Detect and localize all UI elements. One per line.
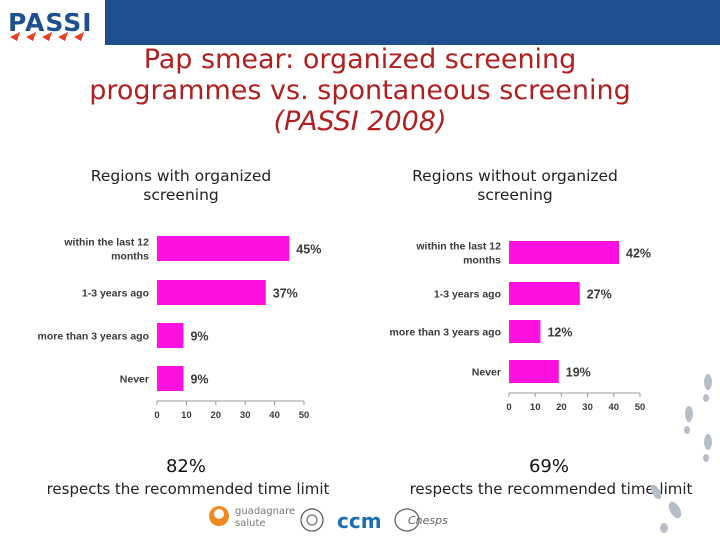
footer-logos: guadagnare salute ccm Cnesps [209, 506, 448, 533]
value-label: 37% [273, 287, 298, 301]
logo1-line1: guadagnare [235, 506, 295, 517]
category-label: months [111, 251, 149, 263]
bar [509, 320, 541, 343]
category-label: 1-3 years ago [434, 289, 501, 301]
cnesps-logo: Cnesps [394, 508, 448, 532]
right-summary-percent: 69% [528, 456, 569, 477]
category-label: Never [120, 374, 149, 386]
bar [157, 236, 290, 261]
x-tick-label: 0 [154, 410, 159, 421]
category-label: months [463, 255, 501, 267]
category-label: more than 3 years ago [390, 327, 501, 339]
x-tick-label: 50 [635, 402, 646, 413]
bar [509, 282, 580, 305]
value-label: 9% [190, 330, 208, 344]
left-summary-percent: 82% [165, 456, 206, 477]
x-tick-label: 30 [582, 402, 593, 413]
left-summary-text: respects the recommended time limit [46, 480, 330, 498]
category-label: Never [472, 367, 501, 379]
bar [157, 323, 184, 348]
header-bar [105, 0, 720, 45]
value-label: 9% [190, 373, 208, 387]
x-tick-label: 40 [609, 402, 620, 413]
x-tick-label: 0 [506, 402, 511, 413]
category-label: within the last 12 [63, 237, 149, 249]
category-label: 1-3 years ago [82, 288, 149, 300]
category-label: more than 3 years ago [38, 331, 149, 343]
right-chart-title: Regions without organized screening [412, 167, 618, 204]
svg-text:Cnesps: Cnesps [408, 514, 448, 527]
bar [157, 366, 184, 391]
organized-screening-chart: within the last 12 months 45% 1-3 years ago… [38, 236, 321, 421]
ministry-seal-icon [300, 508, 324, 532]
title-line-1: Pap smear: organized screening [143, 44, 577, 75]
slide-title: Pap smear: organized screening programme… [0, 44, 720, 137]
logo1-line2: salute [235, 518, 266, 529]
svg-text:ccm: ccm [337, 509, 382, 533]
x-tick-label: 10 [181, 410, 192, 421]
passi-logo: PASSI [8, 8, 93, 41]
x-tick-label: 10 [530, 402, 541, 413]
category-label: within the last 12 [415, 241, 501, 253]
guadagnare-salute-logo: guadagnare salute [209, 506, 295, 529]
footprints-decoration [650, 374, 712, 533]
bar [157, 280, 266, 305]
right-summary-text: respects the recommended time limit [409, 480, 693, 498]
value-label: 19% [566, 366, 591, 380]
ccm-logo: ccm [337, 509, 382, 533]
spontaneous-screening-chart: within the last 12 months 42% 1-3 years ago… [390, 241, 652, 414]
logo-text: PASSI [8, 8, 93, 37]
value-label: 27% [587, 288, 612, 302]
x-tick-label: 30 [240, 410, 251, 421]
title-line-3: (PASSI 2008) [273, 106, 447, 137]
value-label: 12% [547, 326, 572, 340]
value-label: 45% [296, 243, 321, 257]
bar [509, 241, 620, 264]
x-tick-label: 20 [556, 402, 567, 413]
left-chart-title: Regions with organized screening [90, 167, 272, 204]
bar [509, 360, 559, 383]
title-line-2: programmes vs. spontaneous screening [89, 75, 631, 106]
x-tick-label: 40 [269, 410, 280, 421]
x-tick-label: 20 [211, 410, 222, 421]
x-tick-label: 50 [299, 410, 310, 421]
value-label: 42% [626, 247, 651, 261]
